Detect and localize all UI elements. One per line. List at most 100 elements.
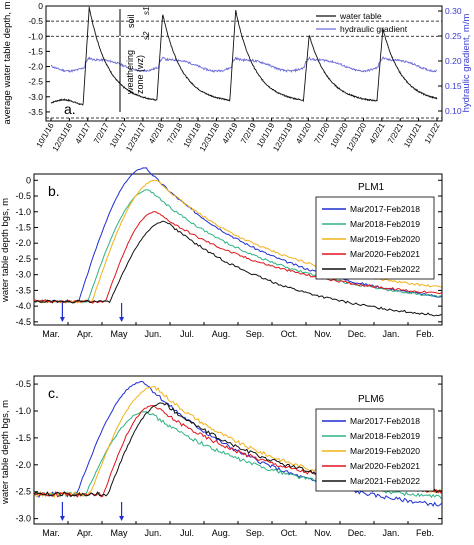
melt-arrowhead xyxy=(119,516,125,521)
panel-b-legend: PLM1 Mar2017-Feb2018 Mar2018-Feb2019 Mar20… xyxy=(315,182,435,280)
y-tick-label: -3.0 xyxy=(15,270,31,280)
left-tick-label: -2.5 xyxy=(28,77,43,87)
x-tick-label: 7/2/19 xyxy=(239,121,258,145)
left-tick-label: -1.5 xyxy=(28,46,43,56)
legend-label: Mar2019-Feb2020 xyxy=(350,446,420,456)
left-tick-label: -0.5 xyxy=(28,16,43,26)
panel-c-ylabel: water table depth bgs, m xyxy=(0,400,11,505)
panel-a-gradient-line xyxy=(50,56,438,73)
month-label: Apr. xyxy=(77,329,93,339)
panel-a-frame xyxy=(45,5,443,122)
annotation-s2: s2 xyxy=(142,31,151,40)
month-label: Sep. xyxy=(246,329,265,339)
y-tick-label: -1.0 xyxy=(15,406,31,416)
panel-a-right-ticks: 0.30 0.25 0.20 0.15 0.10 xyxy=(438,6,462,116)
y-tick-label: -2.0 xyxy=(15,460,31,470)
right-tick-label: 0.30 xyxy=(445,6,462,16)
y-tick-label: -4.5 xyxy=(15,317,31,327)
annotation-weathering: weathering xyxy=(125,50,135,95)
panel-b-y-ticks: 0 -0.5 -1.0 -1.5 -2.0 -2.5 -3.0 -3.5 -4.0 -4.5 xyxy=(15,175,442,327)
series-line-mar2017-feb2018 xyxy=(33,167,442,304)
right-tick-label: 0.20 xyxy=(445,56,462,66)
series-line-mar2020-feb2021 xyxy=(33,211,442,304)
x-tick-label: 10/1/21 xyxy=(402,121,423,149)
month-label: Mar. xyxy=(42,528,60,538)
panel-c-legend-box xyxy=(315,408,435,492)
x-tick-label: 7/2/17 xyxy=(92,121,111,145)
month-label: Jan. xyxy=(382,528,399,538)
month-label: Nov. xyxy=(314,329,332,339)
right-tick-label: 0.10 xyxy=(445,106,462,116)
x-tick-label: 4/2/18 xyxy=(147,121,166,145)
month-label: Nov. xyxy=(314,528,332,538)
month-label: Mar. xyxy=(42,329,60,339)
x-tick-label: 4/2/19 xyxy=(221,121,240,145)
month-label: Jul. xyxy=(180,528,194,538)
month-label: Apr. xyxy=(77,528,93,538)
legend-label: Mar2021-Feb2022 xyxy=(350,264,420,274)
y-tick-label: -3.5 xyxy=(15,285,31,295)
panel-b-legend-box xyxy=(315,196,435,280)
melt-arrowhead xyxy=(119,317,125,322)
y-tick-label: -2.5 xyxy=(15,487,31,497)
month-label: Oct. xyxy=(281,528,298,538)
panel-c-x-ticks: Mar. Apr. May Jun. Jul. Aug. Sep. Oct. Nov. Dec. J… xyxy=(33,521,434,538)
panel-a-label: a. xyxy=(64,101,76,117)
melt-arrowhead xyxy=(59,317,65,322)
panel-c-label: c. xyxy=(48,385,59,401)
y-tick-label: -2.0 xyxy=(15,238,31,248)
y-tick-label: 0 xyxy=(26,175,31,185)
y-tick-label: -1.5 xyxy=(15,433,31,443)
month-label: Aug. xyxy=(212,329,231,339)
x-tick-label: 1/1/22 xyxy=(423,121,442,145)
panel-a-reference-lines xyxy=(46,20,442,119)
panel-b-label: b. xyxy=(48,183,60,199)
left-tick-label: -1.0 xyxy=(28,31,43,41)
annotation-s1: s1 xyxy=(142,7,151,15)
month-label: Oct. xyxy=(281,329,298,339)
panel-a-left-ticks: 0 -0.5 -1.0 -1.5 -2.0 -2.5 -3.0 -3.5 xyxy=(28,1,50,117)
month-label: Jul. xyxy=(180,329,194,339)
legend-label: Mar2017-Feb2018 xyxy=(350,204,420,214)
month-label: Feb. xyxy=(416,528,434,538)
y-tick-label: -3.0 xyxy=(15,514,31,524)
right-tick-label: 0.25 xyxy=(445,31,462,41)
panel-b-series xyxy=(33,167,442,322)
x-tick-label: 7/1/20 xyxy=(313,121,332,145)
y-tick-label: -0.5 xyxy=(15,379,31,389)
left-tick-label: -3.0 xyxy=(28,92,43,102)
month-label: Sep. xyxy=(246,528,265,538)
left-tick-label: -3.5 xyxy=(28,107,43,117)
month-label: Jun. xyxy=(144,329,161,339)
annotation-soil: soil xyxy=(126,14,136,28)
panel-a-ylabel-left: average water table depth, m xyxy=(2,1,13,124)
legend-label: Mar2019-Feb2020 xyxy=(350,234,420,244)
series-line-mar2021-feb2022 xyxy=(33,220,442,317)
panel-a: 0-0.5-1.0-1.5-2.0-2.5-3.0-3.5 0.300.250.… xyxy=(2,1,472,153)
y-tick-label: -0.5 xyxy=(15,191,31,201)
legend-label: Mar2020-Feb2021 xyxy=(350,249,420,259)
y-tick-label: -1.0 xyxy=(15,207,31,217)
month-label: Feb. xyxy=(416,329,434,339)
melt-arrowhead xyxy=(59,516,65,521)
left-tick-label: 0 xyxy=(38,1,43,11)
y-tick-label: -2.5 xyxy=(15,254,31,264)
panel-b-legend-title: PLM1 xyxy=(358,182,385,193)
panel-a-water-table-line xyxy=(50,6,438,106)
legend-label: Mar2018-Feb2019 xyxy=(350,219,420,229)
month-label: Dec. xyxy=(348,528,367,538)
month-label: Jun. xyxy=(144,528,161,538)
x-tick-label: 4/2/21 xyxy=(368,121,387,145)
panel-a-legend: water table hydraulic gradient xyxy=(316,11,408,34)
panel-a-ylabel-right: hydraulic gradient, m/m xyxy=(461,14,472,113)
legend-label: Mar2018-Feb2019 xyxy=(350,431,420,441)
x-tick-label: 7/2/18 xyxy=(165,121,184,145)
series-line-mar2017-feb2018 xyxy=(33,380,442,507)
legend-water-table-label: water table xyxy=(339,11,382,21)
panel-b-x-ticks: Mar. Apr. May Jun. Jul. Aug. Sep. Oct. Nov. Dec. J… xyxy=(33,322,434,339)
legend-label: Mar2017-Feb2018 xyxy=(350,416,420,426)
y-tick-label: -4.0 xyxy=(15,301,31,311)
month-label: Aug. xyxy=(212,528,231,538)
legend-gradient-label: hydraulic gradient xyxy=(340,24,408,34)
